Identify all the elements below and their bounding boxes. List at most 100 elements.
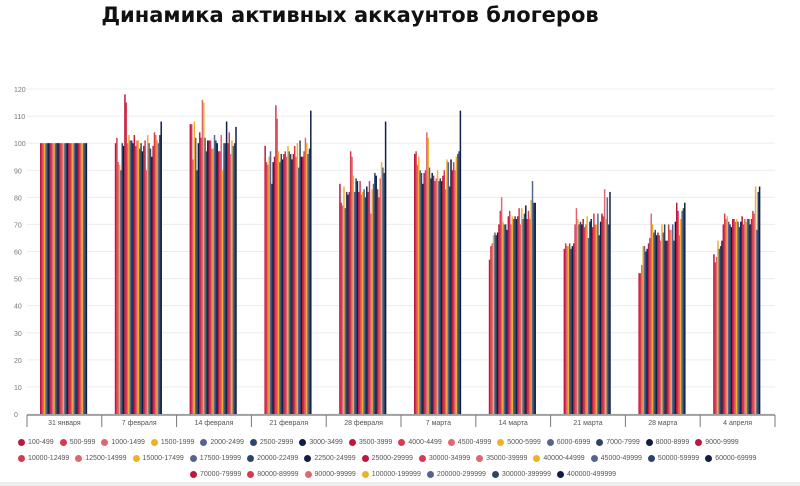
bar (130, 140, 133, 415)
bar (492, 235, 495, 414)
legend-marker (189, 454, 197, 462)
legend-item[interactable]: 1000-1499 (101, 438, 145, 446)
bar (667, 224, 670, 414)
legend-item[interactable]: 3000-3499 (299, 438, 343, 446)
legend-label: 90000-99999 (314, 470, 356, 478)
legend-label: 50000-59999 (657, 454, 700, 462)
legend-item[interactable]: 300000-399999 (491, 470, 551, 478)
bar (602, 216, 605, 414)
bar (665, 240, 667, 414)
bar (344, 208, 347, 414)
bar (341, 205, 344, 414)
x-tick-label: 21 февраля (269, 420, 308, 427)
legend-item[interactable]: 17500-19999 (189, 454, 241, 462)
bar (680, 219, 682, 414)
legend-item[interactable]: 10000-12499 (18, 454, 69, 462)
bar (156, 140, 158, 415)
x-tick-label: 21 марта (573, 420, 602, 427)
bar (118, 164, 121, 414)
bar (643, 246, 646, 414)
legend-item[interactable]: 5000-5999 (497, 438, 541, 446)
bar (225, 121, 228, 414)
bar (121, 143, 124, 414)
bar (145, 170, 148, 414)
bar (44, 143, 46, 414)
legend-marker (18, 438, 25, 446)
bar (155, 135, 157, 414)
legend-item[interactable]: 15000-17499 (132, 454, 184, 462)
legend-label: 5000-5999 (507, 438, 541, 446)
x-tick-label: 28 марта (648, 420, 677, 427)
bar (289, 154, 292, 414)
legend-item[interactable]: 4000-4499 (398, 438, 442, 446)
legend-item[interactable]: 6000-6999 (546, 438, 591, 446)
legend-item[interactable]: 8000-8999 (645, 438, 689, 446)
bar (757, 191, 760, 414)
bar (374, 172, 376, 414)
bar (517, 216, 519, 414)
legend-item[interactable]: 30000-34999 (418, 454, 470, 462)
bar (669, 229, 671, 414)
bar (271, 183, 273, 414)
bar (147, 135, 149, 414)
legend-item[interactable]: 20000-22499 (247, 454, 299, 462)
bar (753, 213, 755, 414)
bar (426, 132, 428, 415)
legend-item[interactable]: 50000-59999 (647, 454, 700, 462)
legend-item[interactable]: 100000-199999 (361, 470, 421, 478)
legend-item[interactable]: 60000-69999 (705, 454, 756, 462)
bar (756, 229, 758, 414)
bar (741, 216, 743, 414)
bar (192, 159, 194, 414)
bar (358, 191, 360, 414)
legend-item[interactable]: 90000-99999 (304, 470, 356, 478)
bar (414, 154, 416, 414)
legend-item[interactable]: 1500-1999 (150, 438, 195, 446)
bar (62, 143, 65, 414)
y-tick-label: 60 (14, 250, 22, 257)
legend-item[interactable]: 25000-29999 (361, 454, 413, 462)
bar (518, 208, 520, 414)
bar (132, 143, 134, 414)
y-tick-label: 30 (14, 331, 22, 338)
bar (533, 202, 535, 414)
legend-marker (695, 438, 703, 446)
legend-item[interactable]: 500-999 (59, 438, 96, 446)
legend-label: 1500-1999 (160, 438, 195, 446)
legend-item[interactable]: 40000-44999 (533, 454, 585, 462)
legend-item[interactable]: 70000-79999 (190, 470, 241, 478)
bar (343, 186, 345, 414)
bar (285, 156, 288, 415)
legend-item[interactable]: 22500-24999 (304, 454, 356, 462)
bar (723, 213, 726, 414)
legend-item[interactable]: 4500-4999 (447, 438, 491, 446)
bar (653, 232, 655, 414)
bar (567, 246, 570, 414)
bar (279, 162, 281, 414)
legend-item[interactable]: 12500-14999 (75, 454, 127, 462)
bar (508, 210, 511, 414)
bar (288, 151, 291, 414)
legend-item[interactable]: 35000-39999 (476, 454, 527, 462)
legend-item[interactable]: 45000-49999 (590, 454, 642, 462)
legend-item[interactable]: 2500-2999 (249, 438, 293, 446)
legend-item[interactable]: 9000-9999 (695, 438, 739, 446)
legend-item[interactable]: 400000-499999 (556, 470, 616, 478)
y-tick-label: 110 (14, 114, 25, 121)
legend-item[interactable]: 2000-2499 (200, 438, 244, 446)
bar (149, 148, 152, 415)
legend-label: 6000-6999 (556, 438, 591, 446)
legend-item[interactable]: 200000-299999 (426, 470, 486, 478)
legend-marker (249, 438, 257, 446)
bar (296, 143, 299, 414)
bar (726, 216, 729, 414)
legend-item[interactable]: 3500-3999 (348, 438, 392, 446)
legend-label: 20000-22499 (257, 454, 299, 462)
legend-item[interactable]: 7000-7999 (596, 438, 640, 446)
legend-item[interactable]: 80000-89999 (247, 470, 299, 478)
bar (496, 232, 499, 414)
legend-item[interactable]: 100-499 (18, 438, 54, 446)
bar (126, 143, 129, 414)
legend-label: 500-999 (69, 438, 96, 446)
bar (609, 191, 611, 414)
